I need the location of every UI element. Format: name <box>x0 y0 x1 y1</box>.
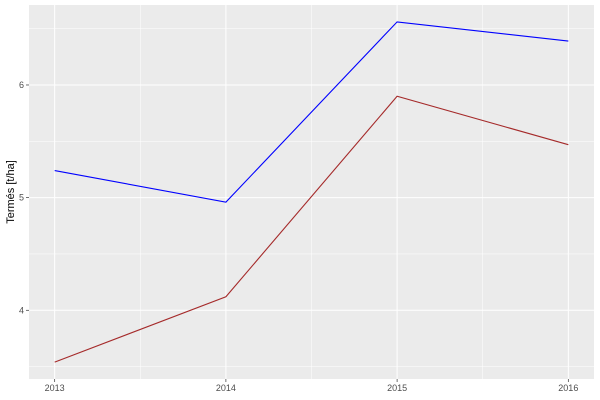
gridlines <box>29 5 594 379</box>
y-axis-title: Termés [t/ha] <box>5 160 17 224</box>
x-tick-label: 2015 <box>387 383 407 393</box>
x-tick-label: 2013 <box>45 383 65 393</box>
axes: 2013 2014 2015 2016 4 5 6 <box>19 80 578 393</box>
x-tick-label: 2016 <box>558 383 578 393</box>
y-tick-label: 4 <box>19 305 24 315</box>
y-tick-label: 5 <box>19 193 24 203</box>
y-tick-label: 6 <box>19 80 24 90</box>
series-lines <box>54 21 569 363</box>
series-line-2 <box>54 95 569 363</box>
series-line-1 <box>54 21 569 203</box>
x-tick-label: 2014 <box>216 383 236 393</box>
